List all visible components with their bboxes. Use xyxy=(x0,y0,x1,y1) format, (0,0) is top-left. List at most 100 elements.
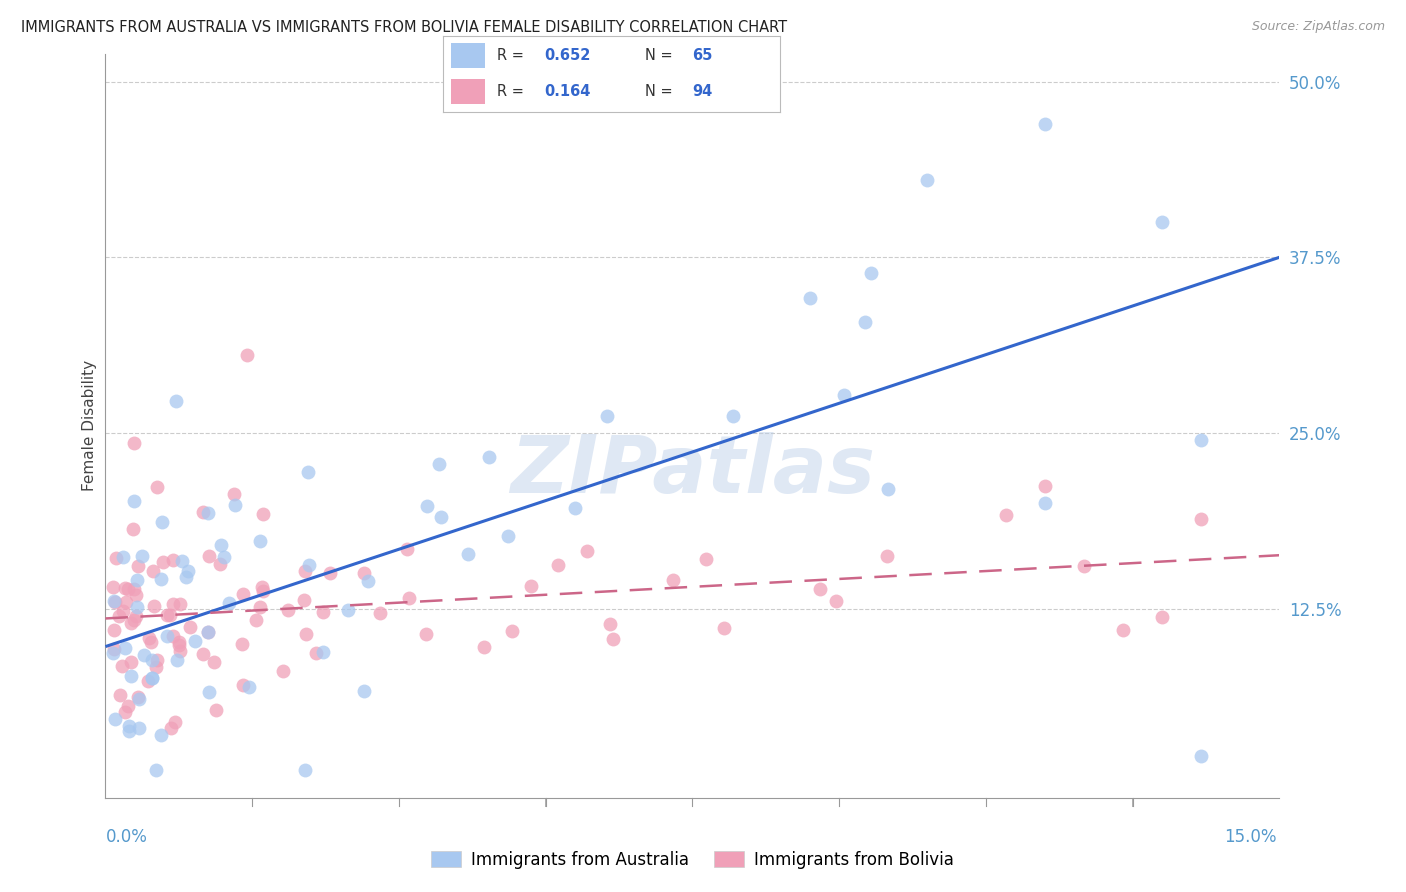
Y-axis label: Female Disability: Female Disability xyxy=(82,360,97,491)
Point xyxy=(564,501,586,516)
Point xyxy=(232,678,254,692)
Point xyxy=(125,588,148,602)
Point xyxy=(1033,496,1056,510)
Point xyxy=(205,703,228,717)
Point xyxy=(224,498,246,512)
Point xyxy=(103,580,125,594)
Point xyxy=(212,549,235,564)
Point xyxy=(103,641,125,656)
Point xyxy=(519,579,541,593)
Point xyxy=(120,669,142,683)
Point xyxy=(337,603,360,617)
Point xyxy=(202,655,225,669)
Point xyxy=(124,613,146,627)
Point xyxy=(179,620,201,634)
Point xyxy=(166,653,188,667)
Text: |: | xyxy=(1132,798,1135,807)
FancyBboxPatch shape xyxy=(451,78,485,104)
Point xyxy=(1189,433,1212,447)
Point xyxy=(252,507,274,521)
Point xyxy=(141,671,163,685)
Point xyxy=(224,487,246,501)
Point xyxy=(141,671,163,685)
Point xyxy=(799,291,821,305)
Point xyxy=(198,549,221,563)
Text: |: | xyxy=(250,798,253,807)
Point xyxy=(575,544,598,558)
Point xyxy=(152,555,174,569)
Point xyxy=(1150,609,1173,624)
Point xyxy=(136,674,159,689)
Point xyxy=(602,632,624,646)
Point xyxy=(103,646,125,660)
Point xyxy=(127,599,149,614)
Point xyxy=(125,573,148,587)
Point xyxy=(117,582,139,597)
Point xyxy=(1150,215,1173,229)
Text: 94: 94 xyxy=(693,84,713,99)
Point xyxy=(163,714,186,729)
Point xyxy=(170,554,193,568)
Point xyxy=(114,594,136,608)
Point xyxy=(191,505,214,519)
Point xyxy=(131,549,153,564)
Text: IMMIGRANTS FROM AUSTRALIA VS IMMIGRANTS FROM BOLIVIA FEMALE DISABILITY CORRELATI: IMMIGRANTS FROM AUSTRALIA VS IMMIGRANTS … xyxy=(21,20,787,35)
Point xyxy=(1033,117,1056,131)
Point xyxy=(474,640,496,654)
Point xyxy=(498,529,520,543)
Point xyxy=(117,718,139,732)
Point xyxy=(159,607,181,622)
Text: |: | xyxy=(838,798,841,807)
Point xyxy=(416,500,439,514)
Point xyxy=(121,523,143,537)
Point xyxy=(825,594,848,608)
Point xyxy=(165,394,187,409)
Point xyxy=(853,316,876,330)
Point xyxy=(150,729,173,743)
Point xyxy=(877,482,900,496)
Point xyxy=(1189,749,1212,764)
Text: R =: R = xyxy=(496,84,524,99)
Point xyxy=(169,644,191,658)
Point xyxy=(1073,558,1095,573)
Point xyxy=(145,659,167,673)
Point xyxy=(142,564,165,578)
Point xyxy=(162,553,184,567)
Point xyxy=(305,646,328,660)
Point xyxy=(138,631,160,645)
Point xyxy=(134,648,156,663)
Point xyxy=(127,558,149,573)
Point xyxy=(139,635,162,649)
FancyBboxPatch shape xyxy=(451,44,485,69)
Point xyxy=(150,516,173,530)
Point xyxy=(915,173,938,187)
Point xyxy=(108,608,131,623)
Point xyxy=(721,409,744,423)
Point xyxy=(294,763,316,777)
Point xyxy=(249,599,271,614)
Point xyxy=(297,465,319,479)
Point xyxy=(231,637,253,651)
Point xyxy=(128,691,150,706)
Point xyxy=(103,623,125,637)
Point xyxy=(427,457,450,471)
Point xyxy=(209,538,232,552)
Point xyxy=(478,450,501,464)
Text: Source: ZipAtlas.com: Source: ZipAtlas.com xyxy=(1251,20,1385,33)
Point xyxy=(357,574,380,588)
Point xyxy=(127,690,149,704)
Point xyxy=(398,591,420,606)
Point xyxy=(177,565,200,579)
Point xyxy=(298,558,321,572)
Point xyxy=(120,615,142,630)
Text: R =: R = xyxy=(496,48,524,63)
Point xyxy=(430,510,453,524)
Point xyxy=(197,624,219,639)
Point xyxy=(368,606,391,620)
Text: |: | xyxy=(984,798,987,807)
Point xyxy=(295,627,318,641)
Point xyxy=(146,480,169,494)
Point xyxy=(396,541,419,556)
Point xyxy=(218,596,240,610)
Point xyxy=(353,566,375,580)
